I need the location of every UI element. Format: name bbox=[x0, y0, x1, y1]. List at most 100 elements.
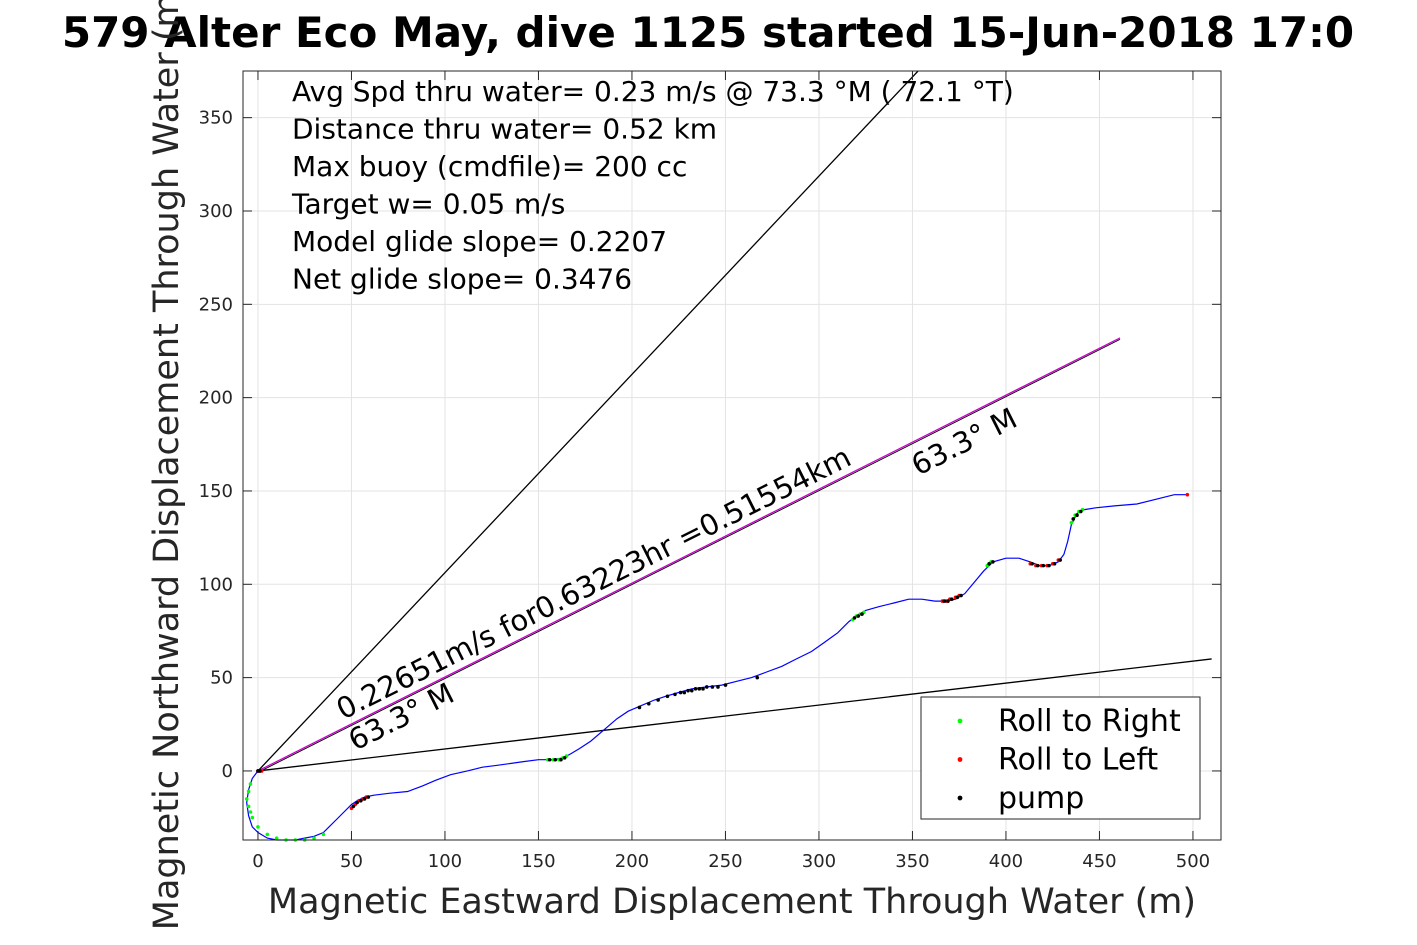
y-tick-label-100: 100 bbox=[199, 574, 233, 595]
pump-point bbox=[704, 685, 709, 689]
legend-box bbox=[920, 696, 1201, 820]
pump-point bbox=[689, 688, 694, 693]
grid bbox=[243, 71, 1221, 840]
pump-point bbox=[856, 614, 861, 618]
x-tick-label-350: 350 bbox=[895, 851, 929, 872]
pump-point bbox=[673, 692, 677, 697]
pump-point bbox=[710, 685, 715, 689]
pump-point bbox=[1078, 509, 1083, 514]
info-line: Model glide slope= 0.2207 bbox=[292, 225, 667, 258]
roll-to-right-point bbox=[256, 825, 260, 829]
x-tick-label-500: 500 bbox=[1176, 851, 1210, 872]
x-tick-label-0: 0 bbox=[252, 851, 263, 872]
ticks: 0 50 100 150 200 250 300 350 400 450 500 0 50 100 150 2… bbox=[199, 71, 1221, 872]
legend-label-pump: pump bbox=[998, 781, 1084, 816]
roll-to-right-point bbox=[321, 832, 326, 837]
info-line: Avg Spd thru water= 0.23 m/s @ 73.3 °M (… bbox=[292, 75, 1014, 108]
x-tick-label-50: 50 bbox=[340, 851, 363, 872]
pump-point bbox=[351, 804, 356, 809]
pump-point bbox=[362, 797, 367, 801]
pump-point bbox=[562, 756, 567, 760]
info-line: Distance thru water= 0.52 km bbox=[292, 113, 717, 146]
x-tick-label-100: 100 bbox=[428, 851, 462, 872]
x-axis-label: Magnetic Eastward Displacement Through W… bbox=[268, 882, 1196, 922]
pump-point bbox=[682, 690, 687, 695]
info-line: Net glide slope= 0.3476 bbox=[292, 263, 632, 296]
roll-to-right-point bbox=[250, 815, 255, 820]
pump-point bbox=[665, 694, 670, 699]
chart-title: 579 Alter Eco May, dive 1125 started 15-… bbox=[62, 8, 1354, 57]
pump-point bbox=[755, 675, 760, 680]
x-tick-label-400: 400 bbox=[989, 851, 1023, 872]
axes-box bbox=[242, 70, 1222, 841]
pump-point bbox=[1058, 558, 1062, 562]
roll-to-right-point bbox=[246, 789, 251, 794]
info-text-block: Avg Spd thru water= 0.23 m/s @ 73.3 °M (… bbox=[291, 75, 1014, 296]
y-tick-label-150: 150 bbox=[199, 481, 233, 502]
track-group bbox=[246, 494, 1188, 841]
pump-point bbox=[1041, 563, 1046, 568]
reference-line-lower-bound bbox=[257, 658, 1212, 772]
pump-point bbox=[1052, 561, 1057, 566]
x-tick-label-450: 450 bbox=[1082, 851, 1116, 872]
y-tick-label-50: 50 bbox=[210, 668, 233, 689]
roll-to-right-point bbox=[244, 797, 249, 801]
legend-label-roll-to-left: Roll to Left bbox=[998, 743, 1158, 778]
reference-line-heading bbox=[257, 337, 1121, 772]
pump-point bbox=[723, 683, 728, 687]
pump-point bbox=[955, 595, 960, 600]
pump-point bbox=[693, 687, 698, 691]
legend-marker-pump bbox=[957, 795, 963, 801]
pump-point bbox=[991, 560, 995, 564]
x-tick-label-300: 300 bbox=[802, 851, 836, 872]
pump-point bbox=[559, 757, 563, 762]
pump-point bbox=[1075, 513, 1079, 518]
pump-point bbox=[1071, 517, 1076, 521]
reference-lines bbox=[257, 71, 1212, 773]
y-tick-label-200: 200 bbox=[199, 388, 233, 409]
roll-to-right-point bbox=[248, 810, 253, 814]
pump-point bbox=[942, 599, 947, 603]
pump-point bbox=[697, 687, 702, 691]
reference-line-heading-shadow bbox=[257, 339, 1121, 773]
pump-point bbox=[646, 701, 651, 706]
pump-point bbox=[852, 616, 857, 620]
x-tick-label-200: 200 bbox=[615, 851, 649, 872]
y-tick-label-350: 350 bbox=[199, 108, 233, 129]
pump-point bbox=[553, 757, 558, 762]
pump-point bbox=[716, 685, 720, 689]
y-axis-label: Magnetic Northward Displacement Through … bbox=[147, 0, 187, 930]
legend-label-roll-to-right: Roll to Right bbox=[998, 704, 1181, 739]
y-tick-label-250: 250 bbox=[199, 294, 233, 315]
legend-marker-roll-to-right bbox=[957, 718, 963, 724]
info-line: Target w= 0.05 m/s bbox=[291, 188, 565, 221]
roll-to-right-point bbox=[248, 782, 253, 786]
roll-to-right-point bbox=[312, 836, 316, 840]
roll-to-right-point bbox=[274, 836, 279, 840]
pump-point bbox=[355, 800, 359, 805]
roll-to-right-point bbox=[265, 832, 270, 837]
track-line bbox=[246, 494, 1188, 841]
roll-to-right-point bbox=[246, 804, 251, 809]
marker-group bbox=[244, 492, 1190, 842]
pump-point bbox=[366, 795, 371, 799]
pump-point bbox=[678, 690, 683, 695]
legend-marker-roll-to-left bbox=[957, 757, 963, 762]
pump-point bbox=[949, 597, 954, 602]
roll-to-left-point bbox=[1185, 492, 1190, 497]
pump-point bbox=[1035, 563, 1040, 568]
x-tick-label-150: 150 bbox=[521, 851, 555, 872]
y-tick-label-300: 300 bbox=[199, 201, 233, 222]
y-tick-label-0: 0 bbox=[222, 761, 233, 782]
x-tick-label-250: 250 bbox=[708, 851, 742, 872]
pump-point bbox=[1030, 561, 1034, 566]
roll-to-right-point bbox=[1069, 520, 1074, 525]
pump-point bbox=[637, 705, 642, 710]
pump-point bbox=[1047, 563, 1051, 568]
info-line: Max buoy (cmdfile)= 200 cc bbox=[292, 150, 687, 183]
pump-point bbox=[946, 599, 950, 603]
reference-line-upper-bound bbox=[257, 71, 919, 772]
pump-point bbox=[258, 769, 262, 773]
